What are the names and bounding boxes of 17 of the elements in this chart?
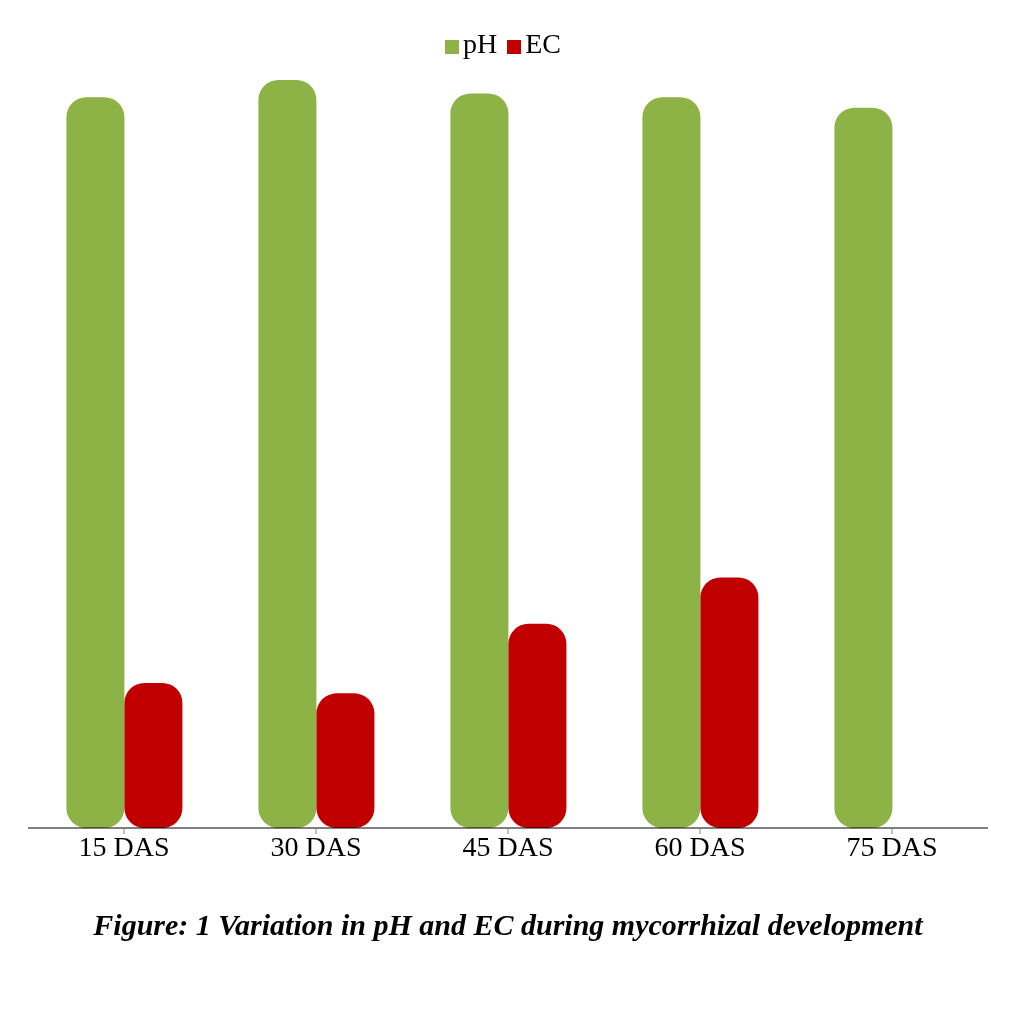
legend-label: pH	[462, 28, 498, 59]
x-tick-label: 45 DAS	[462, 830, 554, 862]
bar	[508, 623, 567, 828]
bar	[700, 577, 759, 828]
x-tick-label: 15 DAS	[78, 830, 170, 862]
bar	[124, 682, 183, 828]
bar	[834, 107, 893, 828]
x-tick-label: 60 DAS	[654, 830, 746, 862]
bar	[258, 80, 317, 828]
bar	[450, 93, 509, 828]
x-tick-label: 75 DAS	[846, 830, 938, 862]
text: Figure: 1 Variation in pH and EC during mycorrhizal development	[92, 908, 925, 942]
legend-label: EC	[525, 28, 561, 59]
bar	[66, 97, 125, 828]
bar	[642, 97, 701, 828]
bar	[316, 693, 375, 828]
x-tick-label: 30 DAS	[270, 830, 362, 862]
